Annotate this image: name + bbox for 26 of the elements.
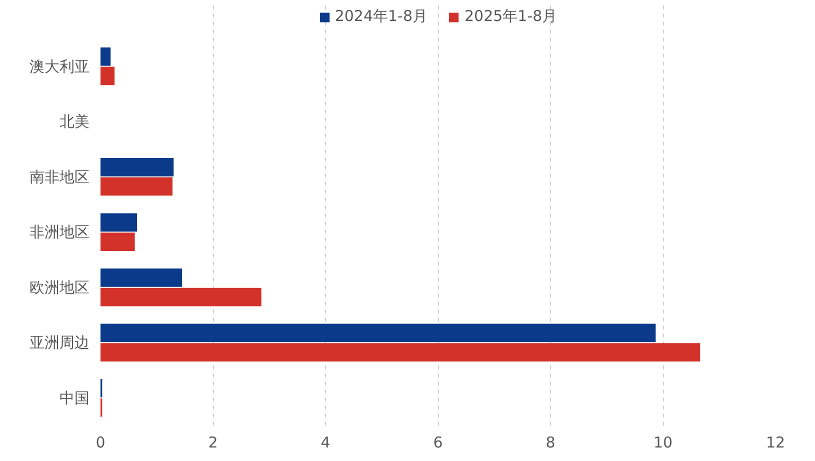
bar bbox=[100, 177, 172, 196]
bar bbox=[100, 288, 262, 306]
bar bbox=[100, 343, 700, 362]
x-tick-label: 2 bbox=[208, 434, 218, 452]
y-tick-label: 非洲地区 bbox=[30, 223, 90, 242]
y-tick-label: 北美 bbox=[60, 112, 90, 131]
legend-label: 2024年1-8月 bbox=[334, 7, 428, 26]
y-tick-label: 亚洲周边 bbox=[30, 334, 90, 352]
bar bbox=[100, 324, 656, 342]
x-tick-label: 4 bbox=[320, 434, 330, 452]
x-tick-label: 12 bbox=[766, 434, 786, 452]
bar bbox=[100, 47, 111, 66]
x-tick-label: 6 bbox=[433, 434, 443, 452]
y-tick-label: 南非地区 bbox=[30, 168, 90, 186]
bar bbox=[100, 268, 182, 287]
y-tick-label: 澳大利亚 bbox=[30, 57, 90, 76]
x-tick-label: 10 bbox=[653, 434, 673, 452]
y-tick-label: 中国 bbox=[60, 388, 90, 407]
bar bbox=[100, 213, 138, 232]
bar bbox=[100, 66, 115, 86]
x-tick-label: 0 bbox=[96, 434, 106, 452]
bar bbox=[100, 158, 174, 176]
bar bbox=[100, 232, 135, 251]
y-tick-label: 欧洲地区 bbox=[30, 278, 90, 296]
x-tick-label: 8 bbox=[546, 434, 556, 452]
legend-label: 2025年1-8月 bbox=[464, 7, 558, 26]
